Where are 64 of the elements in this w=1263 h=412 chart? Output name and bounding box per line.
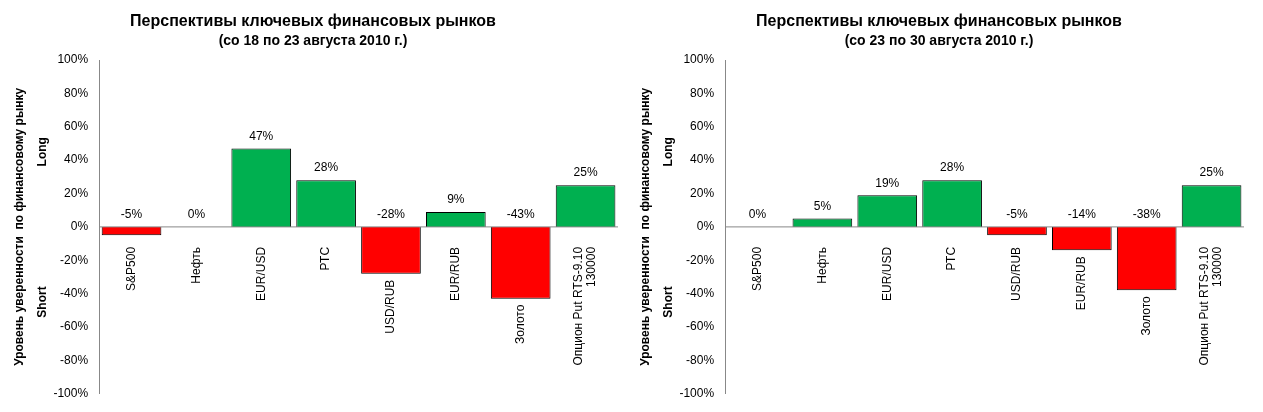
data-label: -14%	[1067, 207, 1097, 222]
data-label: -38%	[1132, 207, 1162, 222]
y-tick-label: 80%	[64, 85, 89, 100]
text: Long	[34, 137, 49, 167]
data-label: 25%	[1199, 165, 1224, 180]
x-tick-label: Нефть	[814, 246, 829, 284]
data-label: 28%	[314, 160, 339, 175]
text: Short	[660, 286, 675, 318]
y-tick-label: 40%	[64, 152, 89, 167]
x-tick-label: S&P500	[123, 246, 138, 291]
text: Short	[34, 286, 49, 318]
data-label: 0%	[748, 207, 767, 222]
data-label: 47%	[249, 128, 274, 143]
y-tick-label: -20%	[686, 252, 715, 267]
x-tick-label: EUR/USD	[253, 246, 268, 301]
x-tick-label: EUR/RUB	[1074, 256, 1089, 311]
x-tick-label: РТС	[318, 246, 333, 271]
y-tick-label: 100%	[57, 52, 89, 67]
data-label: -5%	[120, 207, 143, 222]
y-tick-label: -80%	[686, 352, 715, 367]
data-label: -28%	[376, 207, 406, 222]
x-tick-label: Опцион Put RTS-9.10 130000	[571, 246, 599, 366]
x-tick-label: Золото	[513, 304, 528, 344]
y-tick-label: 60%	[64, 119, 89, 134]
x-tick-label: Золото	[1139, 296, 1154, 336]
y-tick-label: 0%	[70, 219, 89, 234]
y-tick-label: 0%	[696, 219, 715, 234]
y-tick-label: 60%	[690, 119, 715, 134]
chart-title: Перспективы ключевых финансовых рынков	[130, 12, 497, 30]
data-label: 0%	[187, 207, 206, 222]
x-tick-label: Опцион Put RTS-9.10 130000	[1197, 246, 1225, 366]
y-axis-title: Уровень уверенности по финансовому рынку	[11, 87, 26, 366]
data-label: 25%	[573, 165, 598, 180]
chart-title: Перспективы ключевых финансовых рынков	[756, 12, 1123, 30]
y-axis-title: Уровень уверенности по финансовому рынку	[637, 87, 652, 366]
x-tick-label: S&P500	[749, 246, 764, 291]
text: Long	[660, 137, 675, 167]
y-tick-label: -60%	[60, 319, 89, 334]
y-tick-label: -40%	[686, 285, 715, 300]
y-tick-label: -40%	[60, 285, 89, 300]
chart-subtitle: (со 18 по 23 августа 2010 г.)	[218, 32, 408, 49]
y-tick-label: -20%	[60, 252, 89, 267]
data-label: 19%	[875, 175, 900, 190]
x-tick-label: РТС	[944, 246, 959, 271]
y-tick-label: 40%	[690, 152, 715, 167]
data-label: 28%	[940, 160, 965, 175]
y-tick-label: -100%	[53, 386, 89, 401]
x-tick-label: Нефть	[188, 246, 203, 284]
y-tick-label: 100%	[683, 52, 715, 67]
data-label: -5%	[1006, 207, 1028, 222]
y-tick-label: 20%	[64, 185, 89, 200]
x-tick-label: USD/RUB	[383, 279, 398, 334]
chart-subtitle: (со 23 по 30 августа 2010 г.)	[844, 32, 1034, 49]
y-tick-label: -80%	[60, 352, 89, 367]
y-tick-label: -60%	[686, 319, 715, 334]
x-tick-label: EUR/USD	[879, 246, 894, 301]
x-tick-label: EUR/RUB	[448, 246, 463, 301]
data-label: 5%	[813, 198, 832, 213]
y-tick-label: -100%	[679, 386, 715, 401]
y-tick-label: 80%	[690, 85, 715, 100]
data-label: 9%	[447, 192, 465, 207]
y-tick-label: 20%	[690, 185, 715, 200]
data-label: -43%	[506, 207, 536, 222]
x-tick-label: USD/RUB	[1009, 246, 1024, 301]
